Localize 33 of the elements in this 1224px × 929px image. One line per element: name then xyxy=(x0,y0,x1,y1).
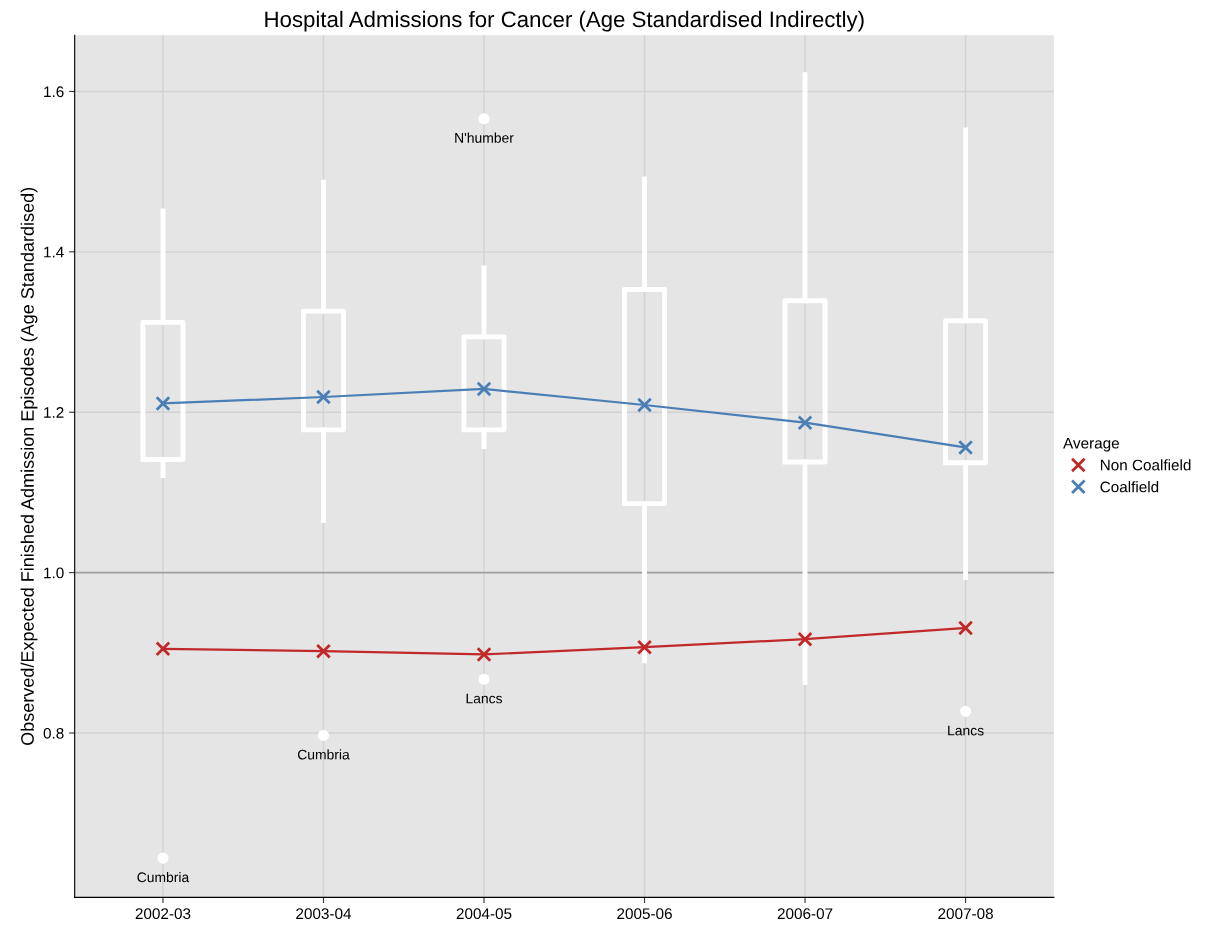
x-tick-label: 2006-07 xyxy=(777,908,833,920)
x-tick-label: 2004-05 xyxy=(456,908,512,920)
annotation: Cumbria xyxy=(297,749,350,760)
y-tick-label: 1.6 xyxy=(44,86,64,98)
legend-label: Non Coalfield xyxy=(1100,459,1191,471)
x-tick-label: 2002-03 xyxy=(135,908,191,920)
annotation: Lancs xyxy=(948,725,984,736)
point xyxy=(957,620,974,636)
y-tick-label: 1.2 xyxy=(44,407,64,418)
point xyxy=(476,381,492,397)
x-tick-label: 2007-08 xyxy=(938,908,993,920)
point xyxy=(797,415,813,431)
point xyxy=(957,439,974,456)
annotation: N'humber xyxy=(455,132,514,143)
y-tick-label: 0.8 xyxy=(43,727,64,739)
point xyxy=(797,631,813,647)
y-tick-label: 1.4 xyxy=(44,246,64,258)
legend-title: Average xyxy=(1063,437,1119,452)
y-axis-title: Observed/Expected Finished Admission Episodes (Age Standardised) xyxy=(20,187,38,745)
point xyxy=(636,397,653,413)
x-tick-label: 2005-06 xyxy=(617,908,672,920)
x-tick-label: 2003-04 xyxy=(296,908,352,920)
point xyxy=(155,395,171,412)
y-tick-label: 1.0 xyxy=(44,567,64,579)
point xyxy=(315,389,332,405)
point xyxy=(476,646,492,663)
annotation: Lancs xyxy=(466,693,503,704)
point xyxy=(155,641,171,657)
point xyxy=(636,639,653,655)
legend-label: Coalfield xyxy=(1100,481,1159,493)
annotation: Cumbria xyxy=(137,872,190,883)
point xyxy=(315,643,332,659)
chart-title: Hospital Admissions for Cancer (Age Standardised Indirectly) xyxy=(265,10,864,32)
